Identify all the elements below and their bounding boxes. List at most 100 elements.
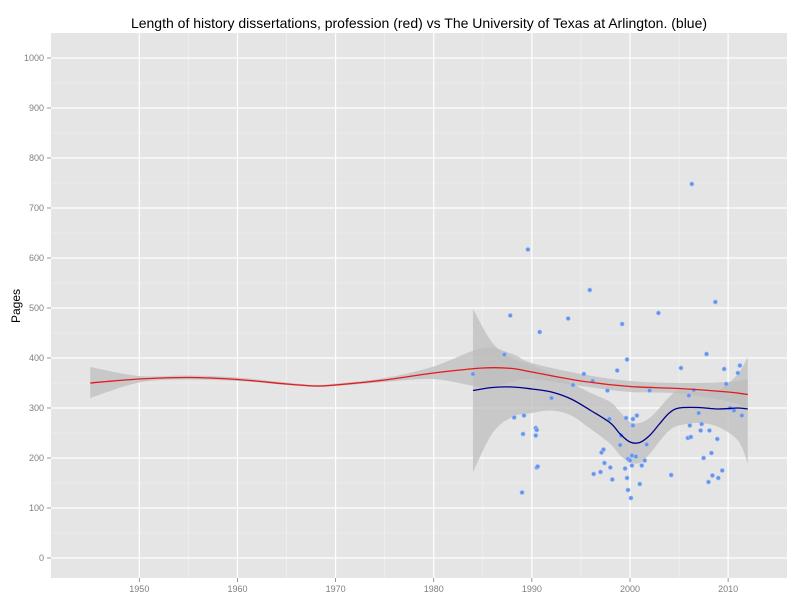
data-point [637,481,643,487]
data-point [688,434,694,440]
data-point [628,495,634,501]
x-tick-label: 1980 [424,584,444,594]
y-tick-label: 1000 [24,53,44,63]
x-tick-label: 1950 [129,584,149,594]
x-tick-label: 1990 [522,584,542,594]
data-point [525,247,531,252]
data-point [704,351,709,357]
data-point [630,423,636,428]
data-point [642,458,648,463]
x-tick-label: 2010 [718,584,738,594]
x-tick-label: 1960 [227,584,247,594]
data-point [537,329,543,335]
data-point [739,413,745,418]
profession-smooth-line [90,367,748,396]
data-point [629,463,635,468]
x-axis-ticks: 1950 1960 1970 1980 1990 2000 2010 [129,578,738,594]
data-point [714,436,720,442]
y-tick-label: 700 [29,203,44,213]
data-point [701,455,706,461]
data-point [721,366,727,372]
profession-smooth-band [90,347,748,408]
data-point [735,370,741,376]
major-gridlines [51,33,787,578]
data-point [678,365,684,371]
data-point [627,458,633,463]
y-axis-ticks: 0 100 200 300 400 500 600 700 800 900 1000 [24,53,51,563]
y-tick-label: 300 [29,403,44,413]
data-point [709,450,714,456]
data-point [587,287,593,293]
data-point [639,463,645,468]
data-point [606,416,612,422]
data-point [614,368,620,373]
data-point [696,410,702,416]
smooth-lines [90,367,748,444]
minor-gridlines [51,33,787,578]
y-tick-label: 900 [29,103,44,113]
data-point [535,464,541,469]
confidence-bands [90,309,748,472]
data-point [624,357,630,362]
data-point [719,468,725,473]
data-point [470,371,476,377]
data-point [507,313,513,318]
data-point [533,433,539,438]
y-tick-label: 200 [29,453,44,463]
data-point [644,442,650,447]
data-point [602,460,607,466]
data-point [565,316,571,321]
data-point [630,416,636,422]
data-point [598,469,603,475]
data-point [520,431,526,437]
data-point [668,472,674,478]
data-point [605,388,610,393]
data-point [521,413,527,418]
data-point [534,427,540,433]
data-point [581,371,587,377]
data-point [519,490,525,495]
y-axis-label: Pages [9,289,23,323]
data-point [622,466,628,471]
y-tick-label: 0 [39,553,44,563]
data-point [689,181,695,187]
data-point [687,423,693,428]
data-point [511,415,517,420]
data-point [686,393,692,398]
data-point [706,479,711,485]
data-point [712,299,718,305]
data-point [501,352,507,357]
uta-smooth-line [472,386,748,444]
data-point [731,408,737,413]
y-tick-label: 600 [29,253,44,263]
y-tick-label: 500 [29,303,44,313]
plot-panel [51,33,787,578]
x-tick-label: 2000 [620,584,640,594]
data-point [715,475,721,481]
data-point [617,442,623,448]
data-point [698,428,704,433]
data-point [723,381,729,387]
data-point [591,471,597,477]
data-point [710,473,715,478]
data-point [737,363,743,368]
data-point [707,428,712,433]
data-point [609,477,615,482]
data-point [570,382,576,388]
x-tick-label: 1970 [326,584,346,594]
uta-dissertation-points [470,181,745,501]
data-point [549,395,554,401]
data-point [629,453,635,458]
data-point [634,413,640,418]
data-point [699,421,705,427]
data-point [623,415,629,421]
data-point [607,465,613,470]
data-point [625,487,631,493]
uta-smooth-band [472,309,748,472]
data-point [619,321,625,327]
data-point [656,310,661,316]
data-point [633,454,639,459]
y-tick-label: 100 [29,503,44,513]
y-tick-label: 800 [29,153,44,163]
